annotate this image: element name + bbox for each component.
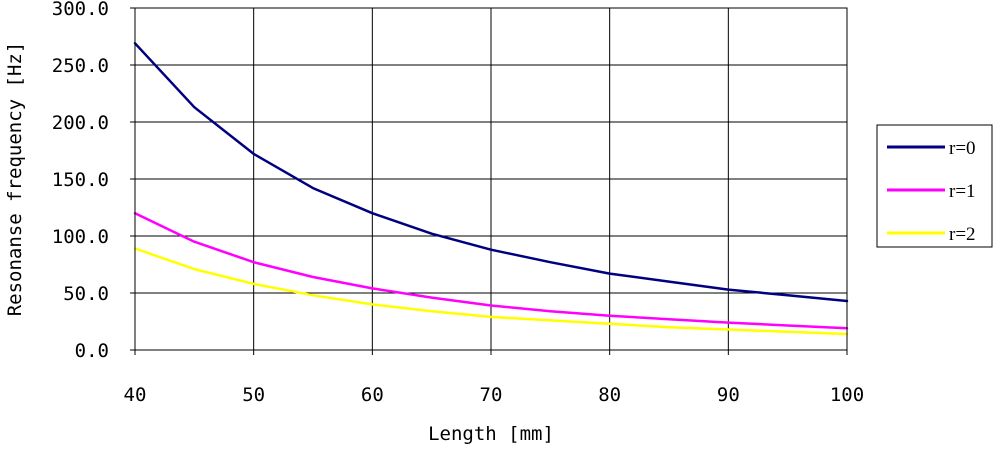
y-axis-ticks: 0.0 50.0 100.0 150.0 200.0 250.0 300.0: [52, 0, 135, 362]
series-line-3: [133, 247, 849, 336]
legend-label: r=2: [949, 224, 976, 245]
y-tick-label: 200.0: [52, 112, 109, 134]
series-line-2: [133, 211, 849, 330]
legend-items: r=0 r=1 r=2: [887, 138, 976, 245]
x-tick-label: 90: [717, 384, 740, 406]
x-tick-label: 40: [124, 384, 147, 406]
legend-box: [876, 124, 993, 248]
y-tick-label: 300.0: [52, 0, 109, 20]
legend: r=0 r=1 r=2: [876, 124, 993, 248]
y-tick-label: 150.0: [52, 169, 109, 191]
x-tick-label: 80: [598, 384, 621, 406]
x-axis-ticks: 40 50 60 70 80 90 100: [124, 350, 864, 406]
x-tick-label: 50: [242, 384, 265, 406]
grid: [134, 7, 848, 351]
y-tick-label: 100.0: [52, 226, 109, 248]
x-tick-label: 60: [361, 384, 384, 406]
y-tick-label: 250.0: [52, 55, 109, 77]
y-tick-label: 0.0: [75, 340, 109, 362]
legend-label: r=0: [949, 138, 976, 159]
series-line-1: [133, 42, 849, 303]
y-axis-title: Resonanse frequency [Hz]: [4, 42, 26, 317]
legend-label: r=1: [949, 181, 976, 202]
series-lines: [133, 42, 849, 336]
x-tick-label: 100: [830, 384, 864, 406]
x-tick-label: 70: [480, 384, 503, 406]
y-tick-label: 50.0: [63, 283, 109, 305]
x-axis-title: Length [mm]: [428, 423, 554, 445]
